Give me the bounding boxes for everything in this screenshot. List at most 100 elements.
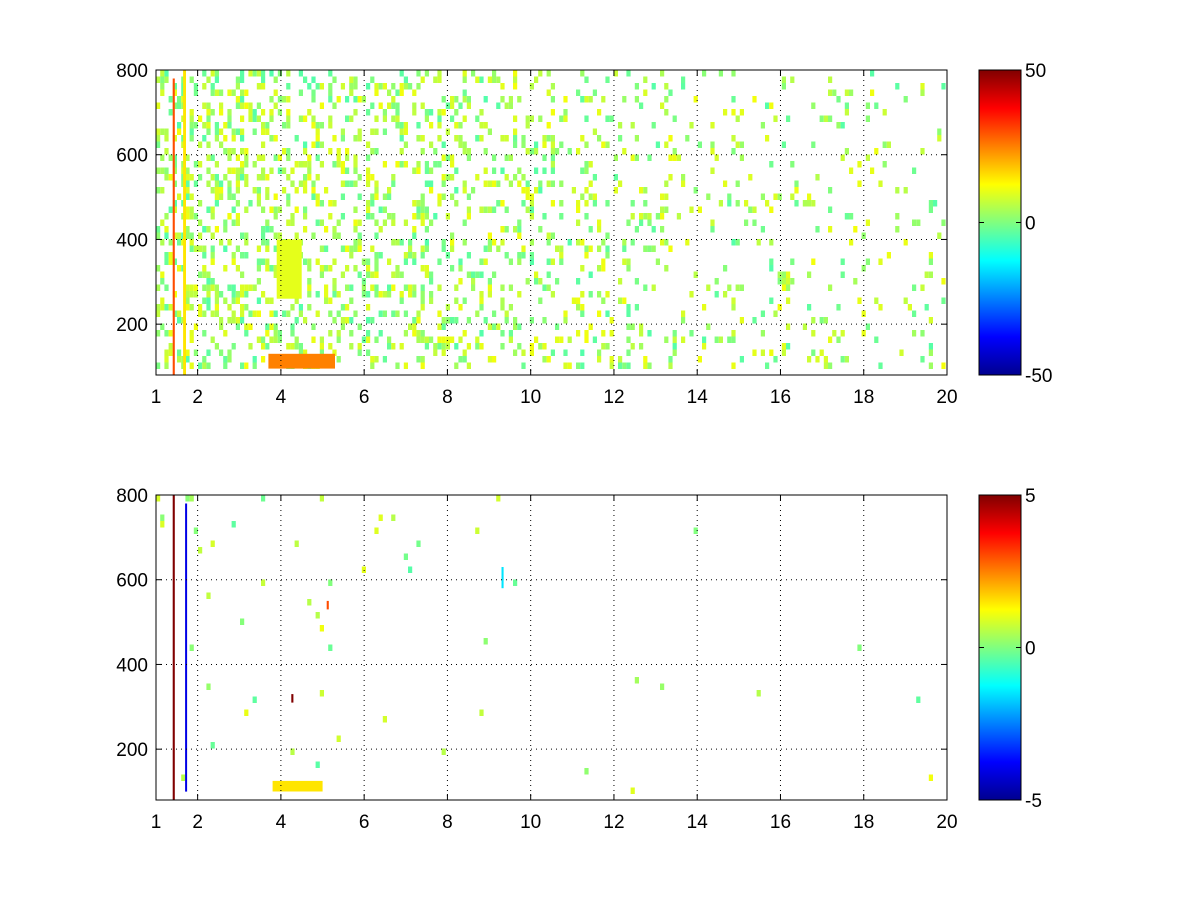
heatmap-cell [487, 245, 492, 252]
heatmap-cell [395, 161, 400, 168]
heatmap-cell [710, 219, 715, 226]
heatmap-cell [324, 187, 329, 194]
heatmap-cell [941, 362, 946, 369]
heatmap-cell [479, 709, 484, 716]
heatmap-cell [588, 323, 593, 330]
heatmap-cell [303, 174, 308, 181]
heatmap-cell [265, 323, 270, 330]
heatmap-cell [231, 128, 236, 135]
heatmap-cell [672, 336, 677, 343]
heatmap-cell [735, 180, 740, 187]
heatmap-cell [403, 141, 408, 148]
heatmap-cell [420, 148, 425, 155]
heatmap-cell [324, 297, 329, 304]
heatmap-cell [160, 271, 165, 278]
heatmap-cell [781, 76, 786, 83]
heatmap-cell [269, 323, 274, 330]
heatmap-cell [492, 239, 497, 246]
heatmap-cell [193, 83, 198, 90]
heatmap-cell [420, 297, 425, 304]
heatmap-cell [450, 245, 455, 252]
heatmap-cell [546, 284, 551, 291]
heatmap-cell [500, 226, 505, 233]
heatmap-cell [546, 258, 551, 265]
heatmap-cell [252, 356, 257, 363]
x-tick-label: 1 [151, 812, 162, 833]
heatmap-cell [416, 356, 421, 363]
heatmap-cell [731, 297, 736, 304]
heatmap-cell [450, 232, 455, 239]
heatmap-cell [412, 330, 417, 337]
heatmap-cell [244, 239, 249, 246]
heatmap-cell [458, 141, 463, 148]
heatmap-cell [840, 258, 845, 265]
heatmap-cell [378, 102, 383, 109]
heatmap-cell [395, 109, 400, 116]
heatmap-cell [177, 128, 182, 135]
heatmap-cell [261, 336, 266, 343]
heatmap-cell [282, 187, 287, 194]
heatmap-cell [399, 343, 404, 350]
heatmap-cell [765, 200, 770, 207]
heatmap-cell [370, 271, 375, 278]
heatmap-cell [752, 96, 757, 103]
heatmap-cell [286, 70, 291, 77]
heatmap-cell [424, 109, 429, 116]
heatmap-cell [168, 206, 173, 213]
heatmap-cell [601, 96, 606, 103]
heatmap-cell [634, 304, 639, 311]
heatmap-cell [550, 96, 555, 103]
heatmap-cell [807, 356, 812, 363]
heatmap-cell [739, 356, 744, 363]
heatmap-cell [479, 291, 484, 298]
heatmap-cell [731, 304, 736, 311]
heatmap-cell [399, 297, 404, 304]
heatmap-cell [261, 356, 266, 363]
heatmap-cell [643, 200, 648, 207]
heatmap-cell [214, 284, 219, 291]
heatmap-cell [412, 167, 417, 174]
heatmap-cell [370, 200, 375, 207]
heatmap-cell [462, 297, 467, 304]
heatmap-cell [454, 167, 459, 174]
heatmap-cell [395, 115, 400, 122]
heatmap-cell [626, 265, 631, 272]
heatmap-cell [214, 200, 219, 207]
heatmap-cell [244, 206, 249, 213]
heatmap-cell [382, 356, 387, 363]
heatmap-cell [261, 232, 266, 239]
heatmap-cell [416, 135, 421, 142]
heatmap-cell [378, 291, 383, 298]
heatmap-cell [580, 265, 585, 272]
heatmap-cell [420, 336, 425, 343]
heatmap-cell [525, 115, 530, 122]
heatmap-cell [189, 304, 194, 311]
heatmap-cell [269, 96, 274, 103]
heatmap-cell [273, 232, 278, 239]
heatmap-cell [769, 206, 774, 213]
heatmap-cell [164, 70, 169, 77]
heatmap-cell [391, 174, 396, 181]
heatmap-feature [183, 70, 186, 375]
heatmap-cell [277, 96, 282, 103]
heatmap-cell [332, 102, 337, 109]
heatmap-cell [164, 258, 169, 265]
heatmap-cell [193, 180, 198, 187]
heatmap-cell [454, 317, 459, 324]
heatmap-cell [815, 356, 820, 363]
heatmap-cell [231, 310, 236, 317]
heatmap-cell [366, 336, 371, 343]
heatmap-cell [214, 161, 219, 168]
heatmap-cell [340, 317, 345, 324]
heatmap-cell [605, 232, 610, 239]
heatmap-cell [508, 96, 513, 103]
colorbar-tick-label: -50 [1025, 366, 1052, 387]
heatmap-cell [412, 317, 417, 324]
heatmap-cell [361, 278, 366, 285]
heatmap-cell [727, 284, 732, 291]
heatmap-cell [202, 245, 207, 252]
x-ticks-top: 1 2 4 6 8 10 12 14 16 18 20 [151, 70, 958, 408]
heatmap-cell [374, 89, 379, 96]
heatmap-cell [874, 102, 879, 109]
heatmap-cell [681, 336, 686, 343]
